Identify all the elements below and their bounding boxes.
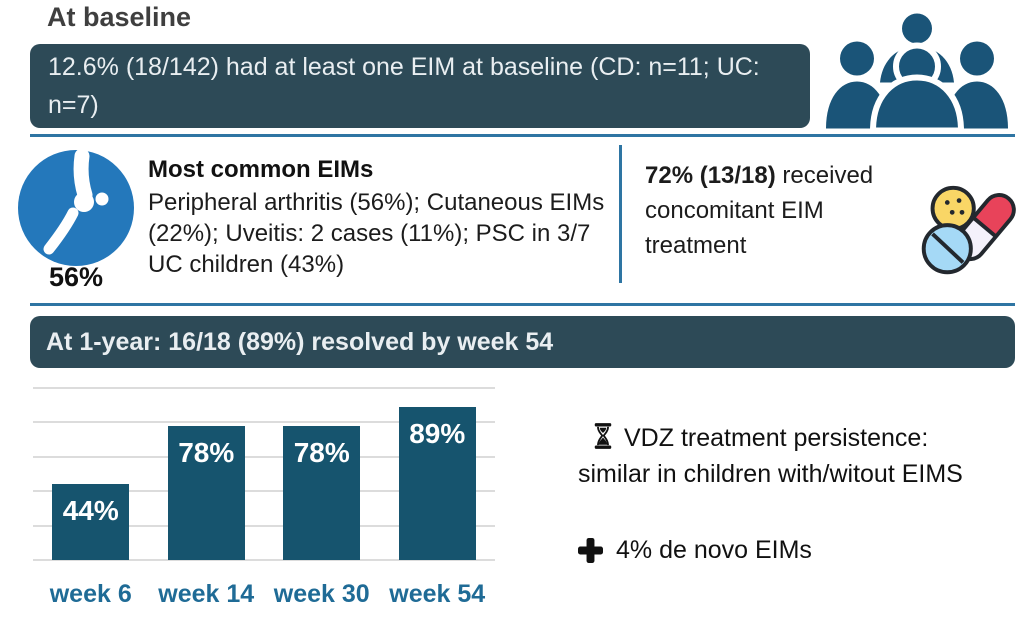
divider-line-middle <box>30 303 1015 306</box>
bar: 78% <box>283 425 361 560</box>
divider-line-vertical <box>619 145 622 283</box>
gridline <box>33 455 495 458</box>
one-year-banner: At 1-year: 16/18 (89%) resolved by week … <box>30 316 1015 368</box>
gridline <box>33 559 495 561</box>
baseline-stat-text: 12.6% (18/142) had at least one EIM at b… <box>48 53 760 119</box>
persistence-note: VDZ treatment persistence: similar in ch… <box>578 420 988 492</box>
x-tick-label: week 30 <box>273 580 370 608</box>
hourglass-icon <box>594 423 612 449</box>
bar-slot: 89% <box>380 388 496 560</box>
baseline-stat-banner: 12.6% (18/142) had at least one EIM at b… <box>30 44 810 128</box>
knee-joint-icon <box>18 150 134 266</box>
treatment-text: received concomitant EIM treatment <box>645 162 874 259</box>
bar-value-label: 44% <box>62 495 119 527</box>
x-tick-label: week 14 <box>158 580 255 608</box>
bar-slot: 78% <box>264 388 380 560</box>
most-common-heading: Most common EIMs <box>148 156 374 183</box>
page-title: At baseline <box>47 2 192 32</box>
pills-icon <box>921 185 1016 275</box>
people-group-icon <box>826 13 1008 133</box>
bar: 89% <box>398 406 476 560</box>
joint-stat-value: 56% <box>48 262 104 292</box>
divider-line-top <box>30 134 1015 137</box>
persistence-text: VDZ treatment persistence: similar in ch… <box>578 424 963 488</box>
treatment-stat: 72% (13/18) <box>645 162 776 189</box>
x-tick-label: week 54 <box>389 580 486 608</box>
most-common-eims-panel: Most common EIMs Peripheral arthritis (5… <box>148 156 623 280</box>
gridline <box>33 490 495 493</box>
bar-value-label: 78% <box>178 436 235 468</box>
gridline <box>33 387 495 389</box>
bar: 78% <box>167 425 245 560</box>
de-novo-note: 4% de novo EIMs <box>578 536 812 565</box>
bar-value-label: 89% <box>409 417 466 449</box>
bar-chart-plot: 44% 78% 78% 89% <box>33 387 496 561</box>
bar-slot: 44% <box>33 388 149 560</box>
gridline <box>33 524 495 527</box>
bar: 44% <box>52 484 130 560</box>
de-novo-text: 4% de novo EIMs <box>616 536 812 564</box>
bar-slot: 78% <box>149 388 265 560</box>
bar-chart-x-axis: week 6 week 14 week 30 week 54 <box>33 580 495 609</box>
most-common-details: Peripheral arthritis (56%); Cutaneous EI… <box>148 189 605 278</box>
bar-value-label: 78% <box>293 436 350 468</box>
plus-icon <box>578 538 603 563</box>
gridline <box>33 421 495 424</box>
one-year-banner-text: At 1-year: 16/18 (89%) resolved by week … <box>46 328 554 356</box>
concomitant-treatment-panel: 72% (13/18) received concomitant EIM tre… <box>645 158 907 263</box>
x-tick-label: week 6 <box>49 580 132 608</box>
